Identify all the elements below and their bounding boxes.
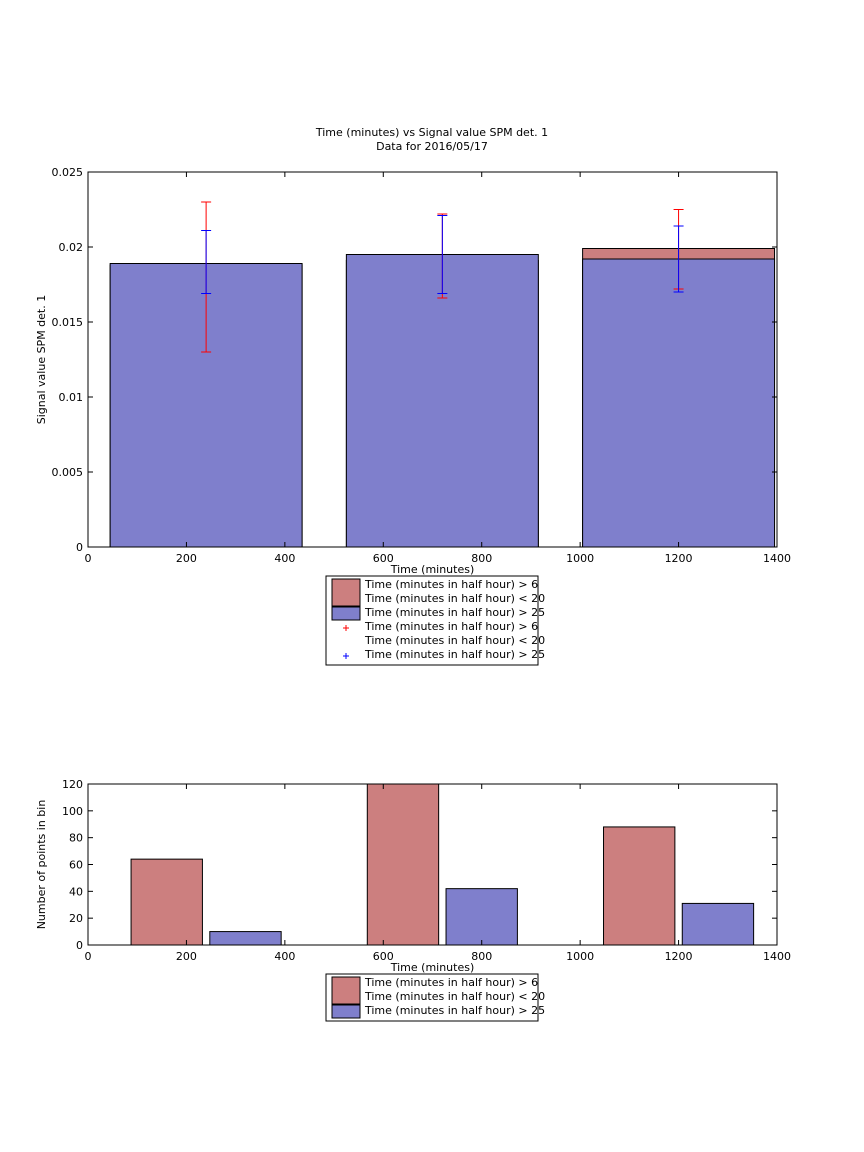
bar: [681, 902, 755, 946]
y-tick-label: 60: [69, 859, 83, 872]
y-tick-label: 0: [76, 939, 83, 952]
x-tick-label: 600: [373, 950, 394, 963]
legend-swatch: [331, 578, 361, 607]
x-tick-label: 200: [176, 552, 197, 565]
legend-swatch: [331, 1004, 361, 1019]
signal-chart: Time (minutes) vs Signal value SPM det. …: [35, 126, 791, 666]
bar: [209, 931, 282, 946]
chart-title: Time (minutes) vs Signal value SPM det. …: [315, 126, 548, 139]
x-tick-label: 1200: [665, 950, 693, 963]
bar: [130, 858, 203, 946]
x-tick-label: 1200: [665, 552, 693, 565]
legend-entry-text: Time (minutes in half hour) > 25: [364, 606, 545, 619]
x-tick-label: 400: [274, 950, 295, 963]
y-tick-label: 0.005: [52, 466, 84, 479]
y-axis-ticks: 0 20 40 60 80 100 120: [62, 778, 777, 952]
x-tick-label: 1000: [566, 950, 594, 963]
legend-entry-text: Time (minutes in half hour) < 20: [364, 592, 545, 605]
legend-entry-text: Time (minutes in half hour) < 20: [364, 990, 545, 1003]
legend-entry-text: Time (minutes in half hour) > 6: [364, 578, 538, 591]
y-tick-label: 0.02: [59, 241, 84, 254]
legend-entry-text: Time (minutes in half hour) > 25: [364, 648, 545, 661]
x-tick-label: 0: [85, 950, 92, 963]
legend-entry-text: Time (minutes in half hour) < 20: [364, 634, 545, 647]
bars: [130, 783, 755, 946]
x-tick-label: 200: [176, 950, 197, 963]
x-tick-label: 600: [373, 552, 394, 565]
x-tick-label: 400: [274, 552, 295, 565]
x-tick-label: 1000: [566, 552, 594, 565]
chart-subtitle: Data for 2016/05/17: [376, 140, 488, 153]
x-axis-ticks: 0 200 400 600 800 1000 1200 1400: [85, 172, 791, 565]
plot-frame: [87, 171, 778, 548]
legend-swatch: [331, 976, 361, 1005]
bar: [345, 254, 539, 548]
legend-entry-text: Time (minutes in half hour) > 6: [364, 620, 538, 633]
y-axis-label: Signal value SPM det. 1: [35, 295, 48, 425]
legend-swatch: [331, 606, 361, 621]
x-tick-label: 800: [471, 950, 492, 963]
legend-entry-text: Time (minutes in half hour) > 25: [364, 1004, 545, 1017]
y-tick-label: 80: [69, 832, 83, 845]
y-axis-ticks: 0 0.005 0.01 0.015 0.02 0.025: [52, 166, 777, 554]
count-chart: 0 200 400 600 800 1000 1200 1400 0 20 40 60 80 100 12…: [35, 778, 791, 1022]
x-tick-label: 0: [85, 552, 92, 565]
x-tick-label: 1400: [763, 950, 791, 963]
bar: [582, 258, 776, 548]
x-axis-label: Time (minutes): [390, 563, 475, 576]
error-bars: [201, 201, 684, 353]
bar: [603, 826, 676, 946]
bars: [109, 248, 776, 548]
legend-box: [325, 973, 539, 1022]
y-tick-label: 40: [69, 885, 83, 898]
x-axis-label: Time (minutes): [390, 961, 475, 974]
y-tick-label: 0.015: [52, 316, 84, 329]
y-axis-label: Number of points in bin: [35, 800, 48, 930]
y-tick-label: 100: [62, 805, 83, 818]
x-tick-label: 800: [471, 552, 492, 565]
y-tick-label: 120: [62, 778, 83, 791]
y-tick-label: 0.025: [52, 166, 84, 179]
bar: [445, 888, 518, 946]
x-tick-label: 1400: [763, 552, 791, 565]
legend-entry-text: Time (minutes in half hour) > 6: [364, 976, 538, 989]
x-axis-ticks: 0 200 400 600 800 1000 1200 1400: [85, 784, 791, 963]
legend-box: [325, 575, 539, 666]
y-tick-label: 0.01: [59, 391, 84, 404]
bar: [366, 783, 440, 946]
y-tick-label: 0: [76, 541, 83, 554]
y-tick-label: 20: [69, 912, 83, 925]
